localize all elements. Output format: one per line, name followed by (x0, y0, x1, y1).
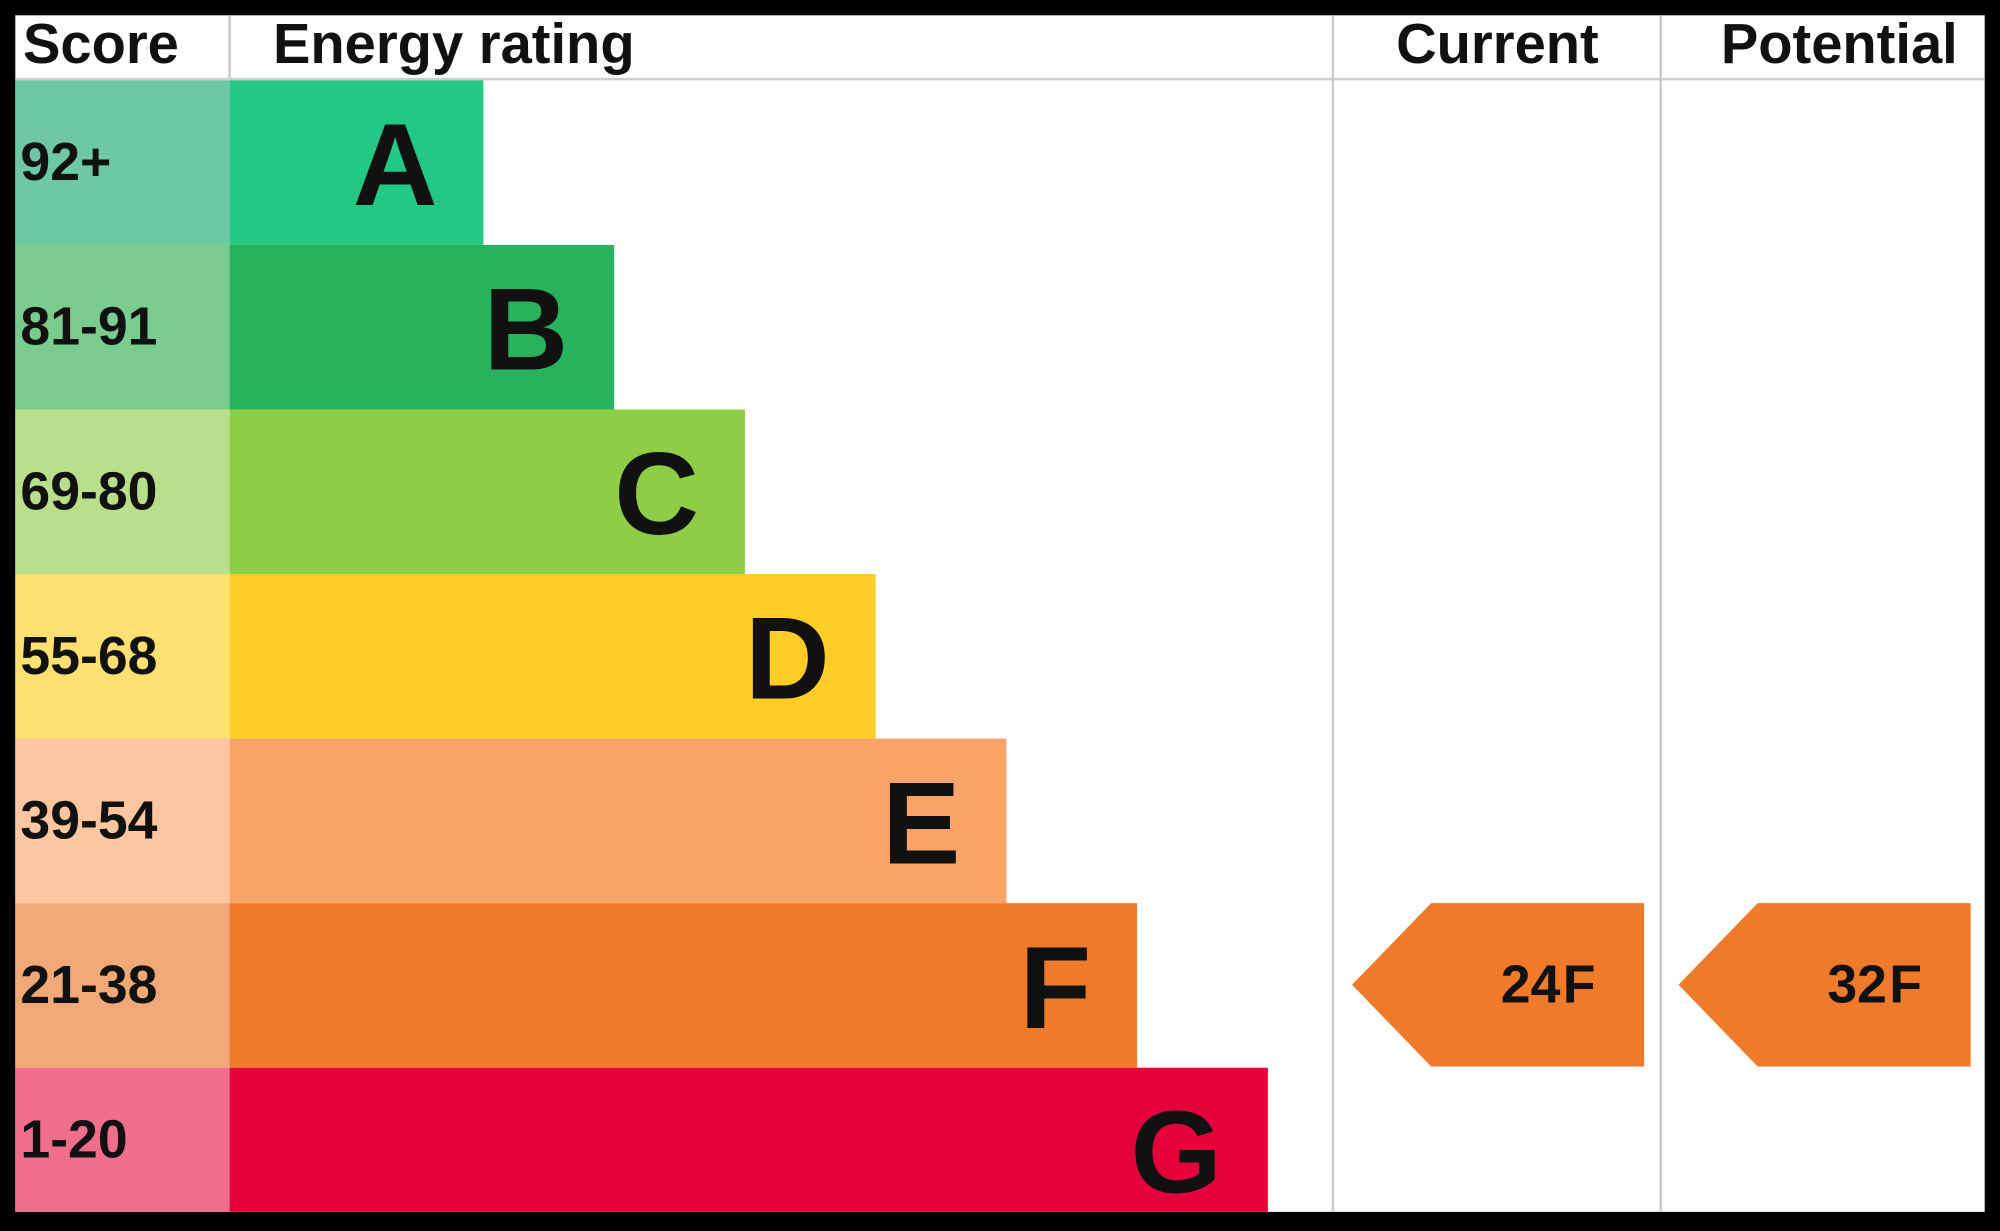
score-range: 21-38 (20, 956, 157, 1015)
rating-letter: B (483, 264, 568, 395)
rating-letter: E (882, 757, 960, 888)
score-range: 69-80 (20, 462, 157, 521)
potential-score: 32 (1827, 955, 1887, 1014)
score-cell (15, 574, 230, 739)
rating-bar (229, 574, 876, 739)
current-arrow (1352, 903, 1645, 1067)
rating-bar (229, 80, 484, 245)
header-current: Current (1396, 12, 1599, 75)
rating-letter: A (353, 99, 438, 230)
score-cell (15, 1067, 230, 1212)
rating-bar (229, 738, 1007, 904)
rating-letter: F (1020, 922, 1092, 1053)
rating-bar (229, 903, 1138, 1068)
score-range: 92+ (20, 133, 111, 192)
header-potential: Potential (1721, 12, 1958, 75)
rating-bar (229, 409, 745, 575)
score-range: 1-20 (20, 1110, 127, 1169)
rating-letter: C (614, 428, 699, 559)
header-rating: Energy rating (273, 12, 635, 75)
potential-rating: F (1889, 955, 1922, 1014)
rating-letter: G (1131, 1086, 1222, 1217)
score-range: 55-68 (20, 627, 157, 686)
rating-letter: D (745, 593, 830, 724)
header-score: Score (23, 12, 179, 75)
potential-arrow (1678, 903, 1971, 1067)
score-cell (15, 409, 230, 575)
score-range: 39-54 (20, 791, 157, 850)
score-cell (15, 80, 230, 245)
score-cell (15, 738, 230, 904)
current-rating: F (1563, 955, 1596, 1014)
score-cell (15, 244, 230, 410)
current-score: 24 (1501, 955, 1561, 1014)
rating-bar (229, 244, 615, 410)
score-cell (15, 903, 230, 1068)
score-range: 81-91 (20, 298, 157, 357)
rating-bar (229, 1067, 1268, 1212)
